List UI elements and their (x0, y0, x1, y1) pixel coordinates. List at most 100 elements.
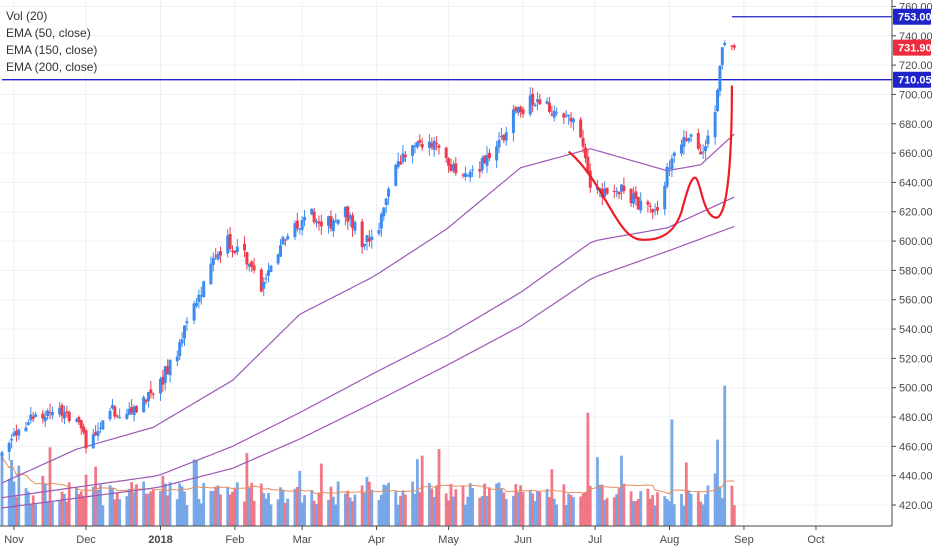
volume-bar (579, 496, 583, 527)
volume-bar (29, 504, 33, 527)
candle-body (668, 167, 672, 170)
volume-bar (379, 494, 383, 527)
candle-body (670, 158, 674, 169)
volume-bar (319, 463, 323, 527)
legend-ema-200[interactable]: EMA (200, close) (6, 60, 98, 74)
candle-body (144, 399, 148, 403)
volume-bar (315, 504, 318, 527)
candle-body (547, 102, 551, 112)
volume-bar (46, 502, 50, 527)
volume-bar (706, 485, 710, 527)
volume-bar (447, 500, 451, 527)
volume-bar (283, 502, 287, 527)
candle-body (26, 422, 30, 425)
volume-bar (161, 476, 165, 527)
volume-bar (235, 482, 239, 527)
volume-bar (101, 505, 105, 527)
price-tick-label: 500.00 (899, 383, 932, 395)
time-tick-label: Feb (225, 534, 244, 546)
volume-bar (704, 494, 707, 527)
candle-body (504, 132, 508, 141)
volume-bar (732, 505, 736, 527)
candle-body (571, 118, 575, 123)
volume-bar (7, 478, 11, 527)
legend-volume[interactable]: Vol (20) (6, 9, 48, 23)
volume-bar (0, 456, 4, 527)
volume-bar (432, 497, 436, 527)
candle-body (264, 278, 268, 280)
volume-bar (437, 449, 441, 527)
candle-body (334, 221, 338, 223)
volume-bar (185, 505, 189, 527)
candle-body (461, 174, 465, 176)
time-tick-label: Dec (76, 534, 96, 546)
volume-bar (528, 489, 532, 527)
candle-body (612, 190, 616, 192)
grid-lines (0, 0, 892, 526)
volume-bar (15, 496, 18, 527)
volume-bar (668, 501, 671, 527)
volume-bar (343, 493, 347, 527)
candle-body (77, 416, 81, 423)
volume-bar (12, 481, 16, 527)
volume-bar (617, 488, 621, 527)
price-axis-ticks: 420.00 440.00 460.00 480.00 500.00 520.00 540.… (892, 1, 932, 512)
time-tick-label: Oct (807, 534, 824, 546)
volume-bar (548, 497, 551, 527)
volume-bar (665, 498, 669, 527)
level-price-tag-label: 753.00 (898, 12, 932, 24)
time-tick-label: Sep (734, 534, 754, 546)
volume-bar (259, 483, 263, 527)
candle-body (134, 406, 138, 413)
candle-body (533, 104, 537, 107)
volume-bar (77, 494, 81, 527)
volume-bar (394, 491, 398, 527)
candle-body (723, 42, 727, 46)
volume-bar (646, 488, 650, 527)
candle-body (629, 188, 633, 204)
volume-bar (377, 499, 381, 527)
price-tick-label: 460.00 (899, 441, 932, 453)
candle-body (7, 442, 11, 452)
volume-bar (699, 501, 703, 527)
legend-ema-150[interactable]: EMA (150, close) (6, 43, 98, 57)
candle-body (12, 432, 16, 436)
candle-body (619, 184, 623, 192)
candle-body (247, 264, 251, 267)
candle-body (182, 325, 186, 339)
candle-body (555, 112, 559, 114)
candle-body (605, 187, 609, 194)
candle-body (586, 156, 590, 174)
candle-body (163, 366, 167, 383)
volume-bar (125, 496, 129, 527)
volume-bar (384, 485, 388, 527)
time-tick-label: May (438, 534, 459, 546)
volume-bar (401, 491, 405, 527)
volume-bar (687, 490, 691, 527)
candle-body (65, 411, 69, 413)
volume-bar (286, 498, 290, 527)
volume-bar (605, 498, 609, 527)
horizontal-levels[interactable] (2, 16, 892, 81)
candle-body (48, 411, 52, 413)
volume-bar (219, 494, 222, 527)
volume-bar (572, 497, 575, 527)
volume-bar (550, 469, 554, 527)
volume-bar (209, 490, 213, 527)
candle-body (262, 281, 266, 289)
candle-body (29, 414, 33, 421)
volume-bar (615, 494, 619, 527)
volume-bar (197, 498, 201, 527)
volume-bar (471, 488, 475, 527)
volume-bar (281, 490, 285, 527)
volume-bar (163, 483, 167, 527)
candle-body (687, 137, 691, 142)
legend-ema-50[interactable]: EMA (50, close) (6, 26, 91, 40)
volume-bar (334, 504, 338, 527)
candle-body (447, 158, 451, 166)
volume-bar (351, 501, 354, 527)
volume-bar (716, 439, 719, 527)
volume-bar (65, 501, 69, 527)
